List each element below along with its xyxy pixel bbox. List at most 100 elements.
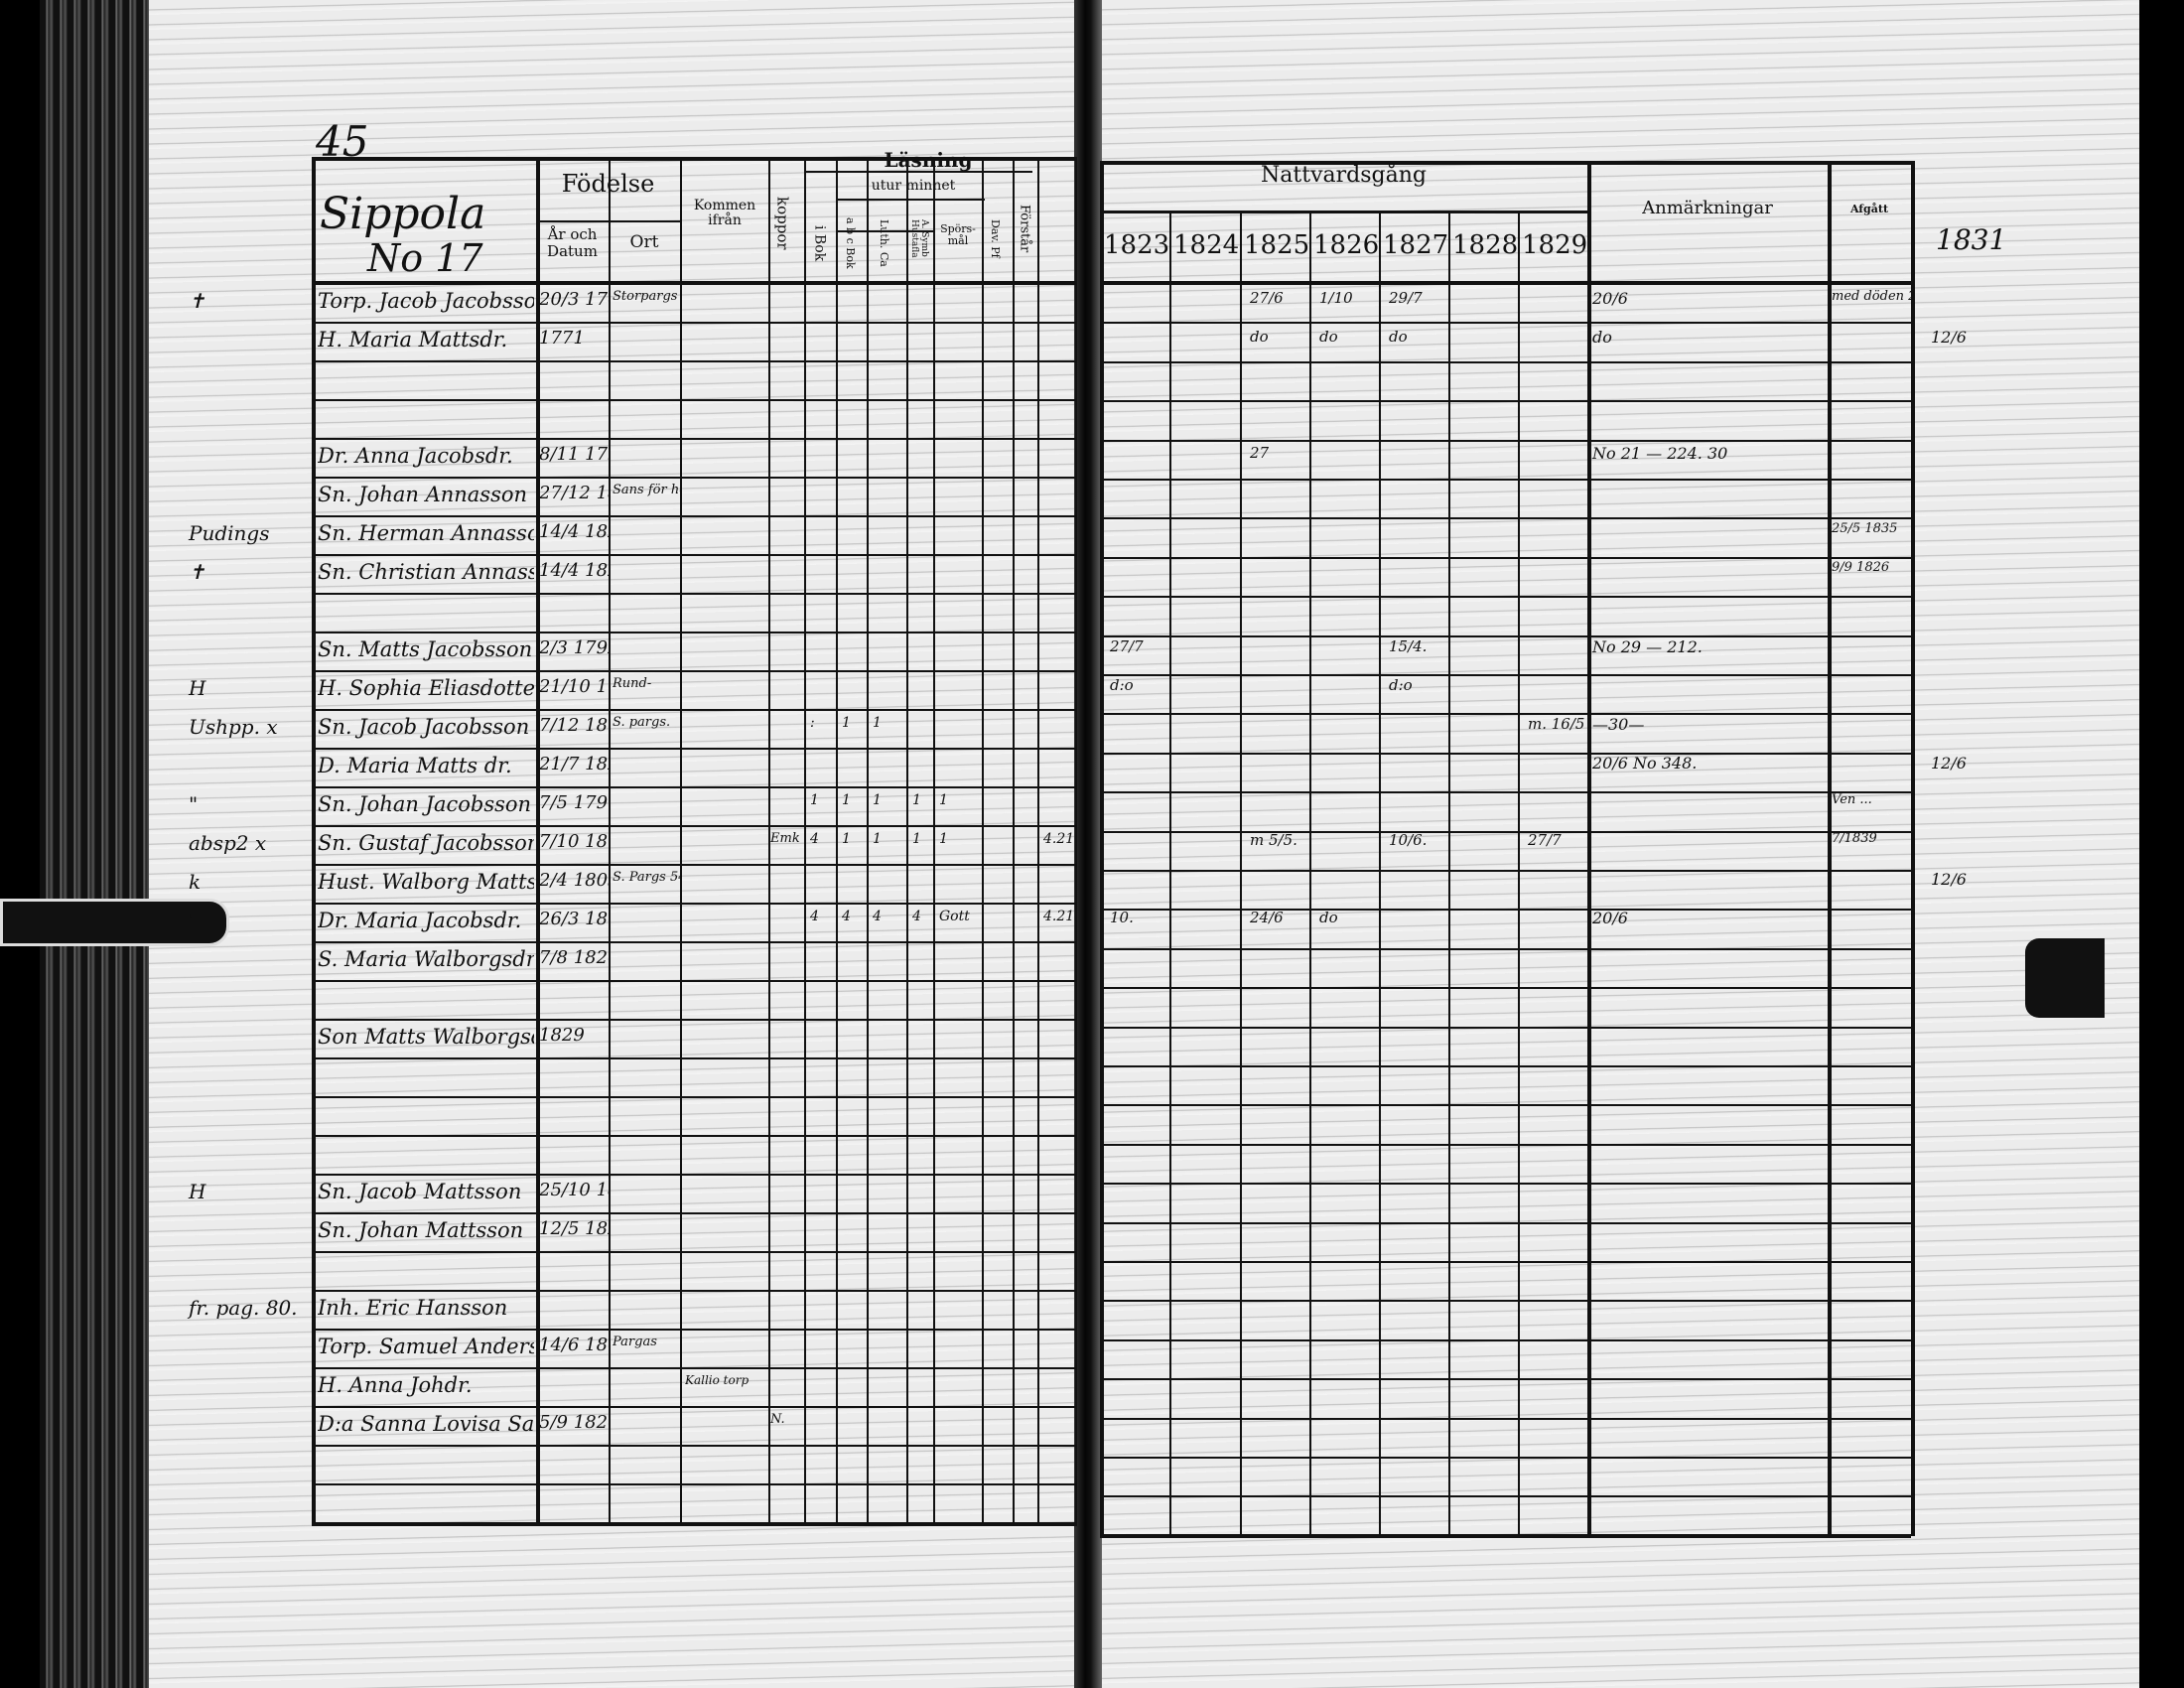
grid-line (1100, 1300, 1911, 1303)
birth-date: 25/10 1823 (539, 1180, 609, 1200)
grid-line (1100, 947, 1911, 950)
remark: do (1592, 328, 1612, 347)
departure: 7/1839 (1832, 831, 1877, 846)
year-header-1823: 1823 (1104, 230, 1170, 260)
header-abc-bok: a b c Bok (844, 217, 858, 269)
reading-mark: : (810, 715, 815, 731)
grid-line (1100, 360, 1911, 363)
grid-line (312, 1212, 1076, 1214)
grid-line (312, 980, 1076, 982)
came-from: Kallio torp (685, 1373, 750, 1387)
margin-note: " (189, 792, 199, 816)
grid-line (609, 157, 611, 1526)
grid-line (1100, 161, 1911, 165)
grid-line (312, 1019, 1076, 1021)
grid-line (312, 1445, 1076, 1447)
margin-note: H (189, 1180, 206, 1203)
communion-1827: do (1389, 328, 1408, 346)
grid-line (312, 515, 1076, 517)
grid-line (804, 171, 1032, 173)
book-spine (1074, 0, 1102, 1688)
grid-line (312, 825, 1076, 827)
birth-date: 14/6 1807 (539, 1335, 609, 1355)
grid-line (1828, 161, 1832, 1536)
reading-mark: 4 (873, 909, 882, 924)
birth-date: 1829 (539, 1025, 585, 1046)
year-header-1827: 1827 (1383, 230, 1449, 260)
grid-line (1100, 1534, 1911, 1538)
grid-line (312, 903, 1076, 905)
person-name: H. Sophia Eliasdotter (318, 676, 534, 700)
reading-mark: 4 (842, 909, 851, 924)
person-name: Sn. Matts Jacobsson (318, 637, 533, 661)
reading-mark: Gott (939, 909, 970, 924)
margin-note: absp2 x (189, 831, 267, 855)
grid-line (1100, 1338, 1911, 1341)
person-name: D. Maria Matts dr. (318, 754, 512, 777)
person-name: Torp. Jacob Jacobsson (318, 289, 534, 313)
grid-line (312, 1135, 1076, 1137)
grid-line (804, 157, 806, 1526)
grid-line (1100, 517, 1911, 520)
header-afgatt: Afgått (1849, 203, 1889, 215)
header-utur-minnet: utur minnet (871, 178, 956, 194)
grid-line (1100, 161, 1104, 1536)
communion-1826: do (1319, 909, 1338, 926)
reading-mark: 4.21 (1043, 831, 1075, 847)
reading-mark: 1 (873, 831, 882, 847)
reading-mark: 4.21 (1043, 909, 1075, 924)
year-header-1829: 1829 (1522, 230, 1588, 260)
page-clamp-right (2025, 938, 2105, 1018)
birth-date: 14/4 1825 (539, 521, 609, 542)
remark: No 21 — 224. 30 (1592, 444, 1728, 463)
remark: —30— (1592, 715, 1645, 734)
grid-line (312, 1057, 1076, 1059)
grid-line (1379, 213, 1381, 1536)
grid-line (312, 709, 1076, 711)
birth-date: 8/11 1790 (539, 444, 609, 465)
birth-date: 12/5 1826 (539, 1218, 609, 1239)
header-kommen-ifran: Kommen ifrån (693, 198, 756, 229)
smallpox-mark: N. (770, 1412, 785, 1427)
reading-mark: 1 (810, 792, 819, 808)
birth-place: Rund- (613, 676, 652, 691)
page-number: 45 (316, 117, 369, 166)
grid-line (1100, 909, 1911, 912)
header-luth-ca: Luth. Ca (878, 219, 891, 267)
grid-line (1037, 157, 1039, 1526)
person-name: D:a Sanna Lovisa Samuelsdr. (318, 1412, 534, 1436)
grid-line (1100, 1417, 1911, 1420)
person-name: Hust. Walborg Mattsdr. (318, 870, 534, 894)
grid-line (1100, 634, 1911, 637)
grid-line (312, 1290, 1076, 1292)
header-lasning: Läsning (884, 148, 973, 172)
grid-line (1100, 1065, 1911, 1067)
grid-line (312, 1483, 1076, 1485)
grid-line (1100, 713, 1911, 716)
person-name: S. Maria Walborgsdr. (318, 947, 534, 971)
grid-line (536, 157, 540, 1526)
grid-line (1100, 674, 1911, 676)
person-name: Sn. Johan Annasson (318, 483, 528, 506)
grid-line (1240, 213, 1242, 1536)
birth-date: 7/5 1797 (539, 792, 609, 813)
grid-line (1309, 213, 1311, 1536)
grid-line (312, 786, 1076, 788)
grid-line (982, 157, 984, 1526)
birth-date: 2/4 1805 (539, 870, 609, 891)
reading-mark: 1 (873, 792, 882, 808)
outside-note: 12/6 (1931, 870, 1967, 889)
book-page-edges (40, 0, 159, 1688)
grid-line (1100, 830, 1911, 833)
grid-line (1100, 281, 1911, 285)
grid-line (906, 157, 908, 1526)
birth-place: Storpargs (613, 289, 678, 304)
reading-mark: 1 (939, 792, 948, 808)
communion-1827: 29/7 (1389, 289, 1423, 307)
outside-note: 12/6 (1931, 328, 1967, 347)
grid-line (312, 1406, 1076, 1408)
grid-line (312, 360, 1076, 362)
communion-1825: 27 (1250, 444, 1270, 462)
header-hustafla: A. Symb Hustafla (908, 218, 929, 258)
birth-date: 14/4 1825 (539, 560, 609, 581)
